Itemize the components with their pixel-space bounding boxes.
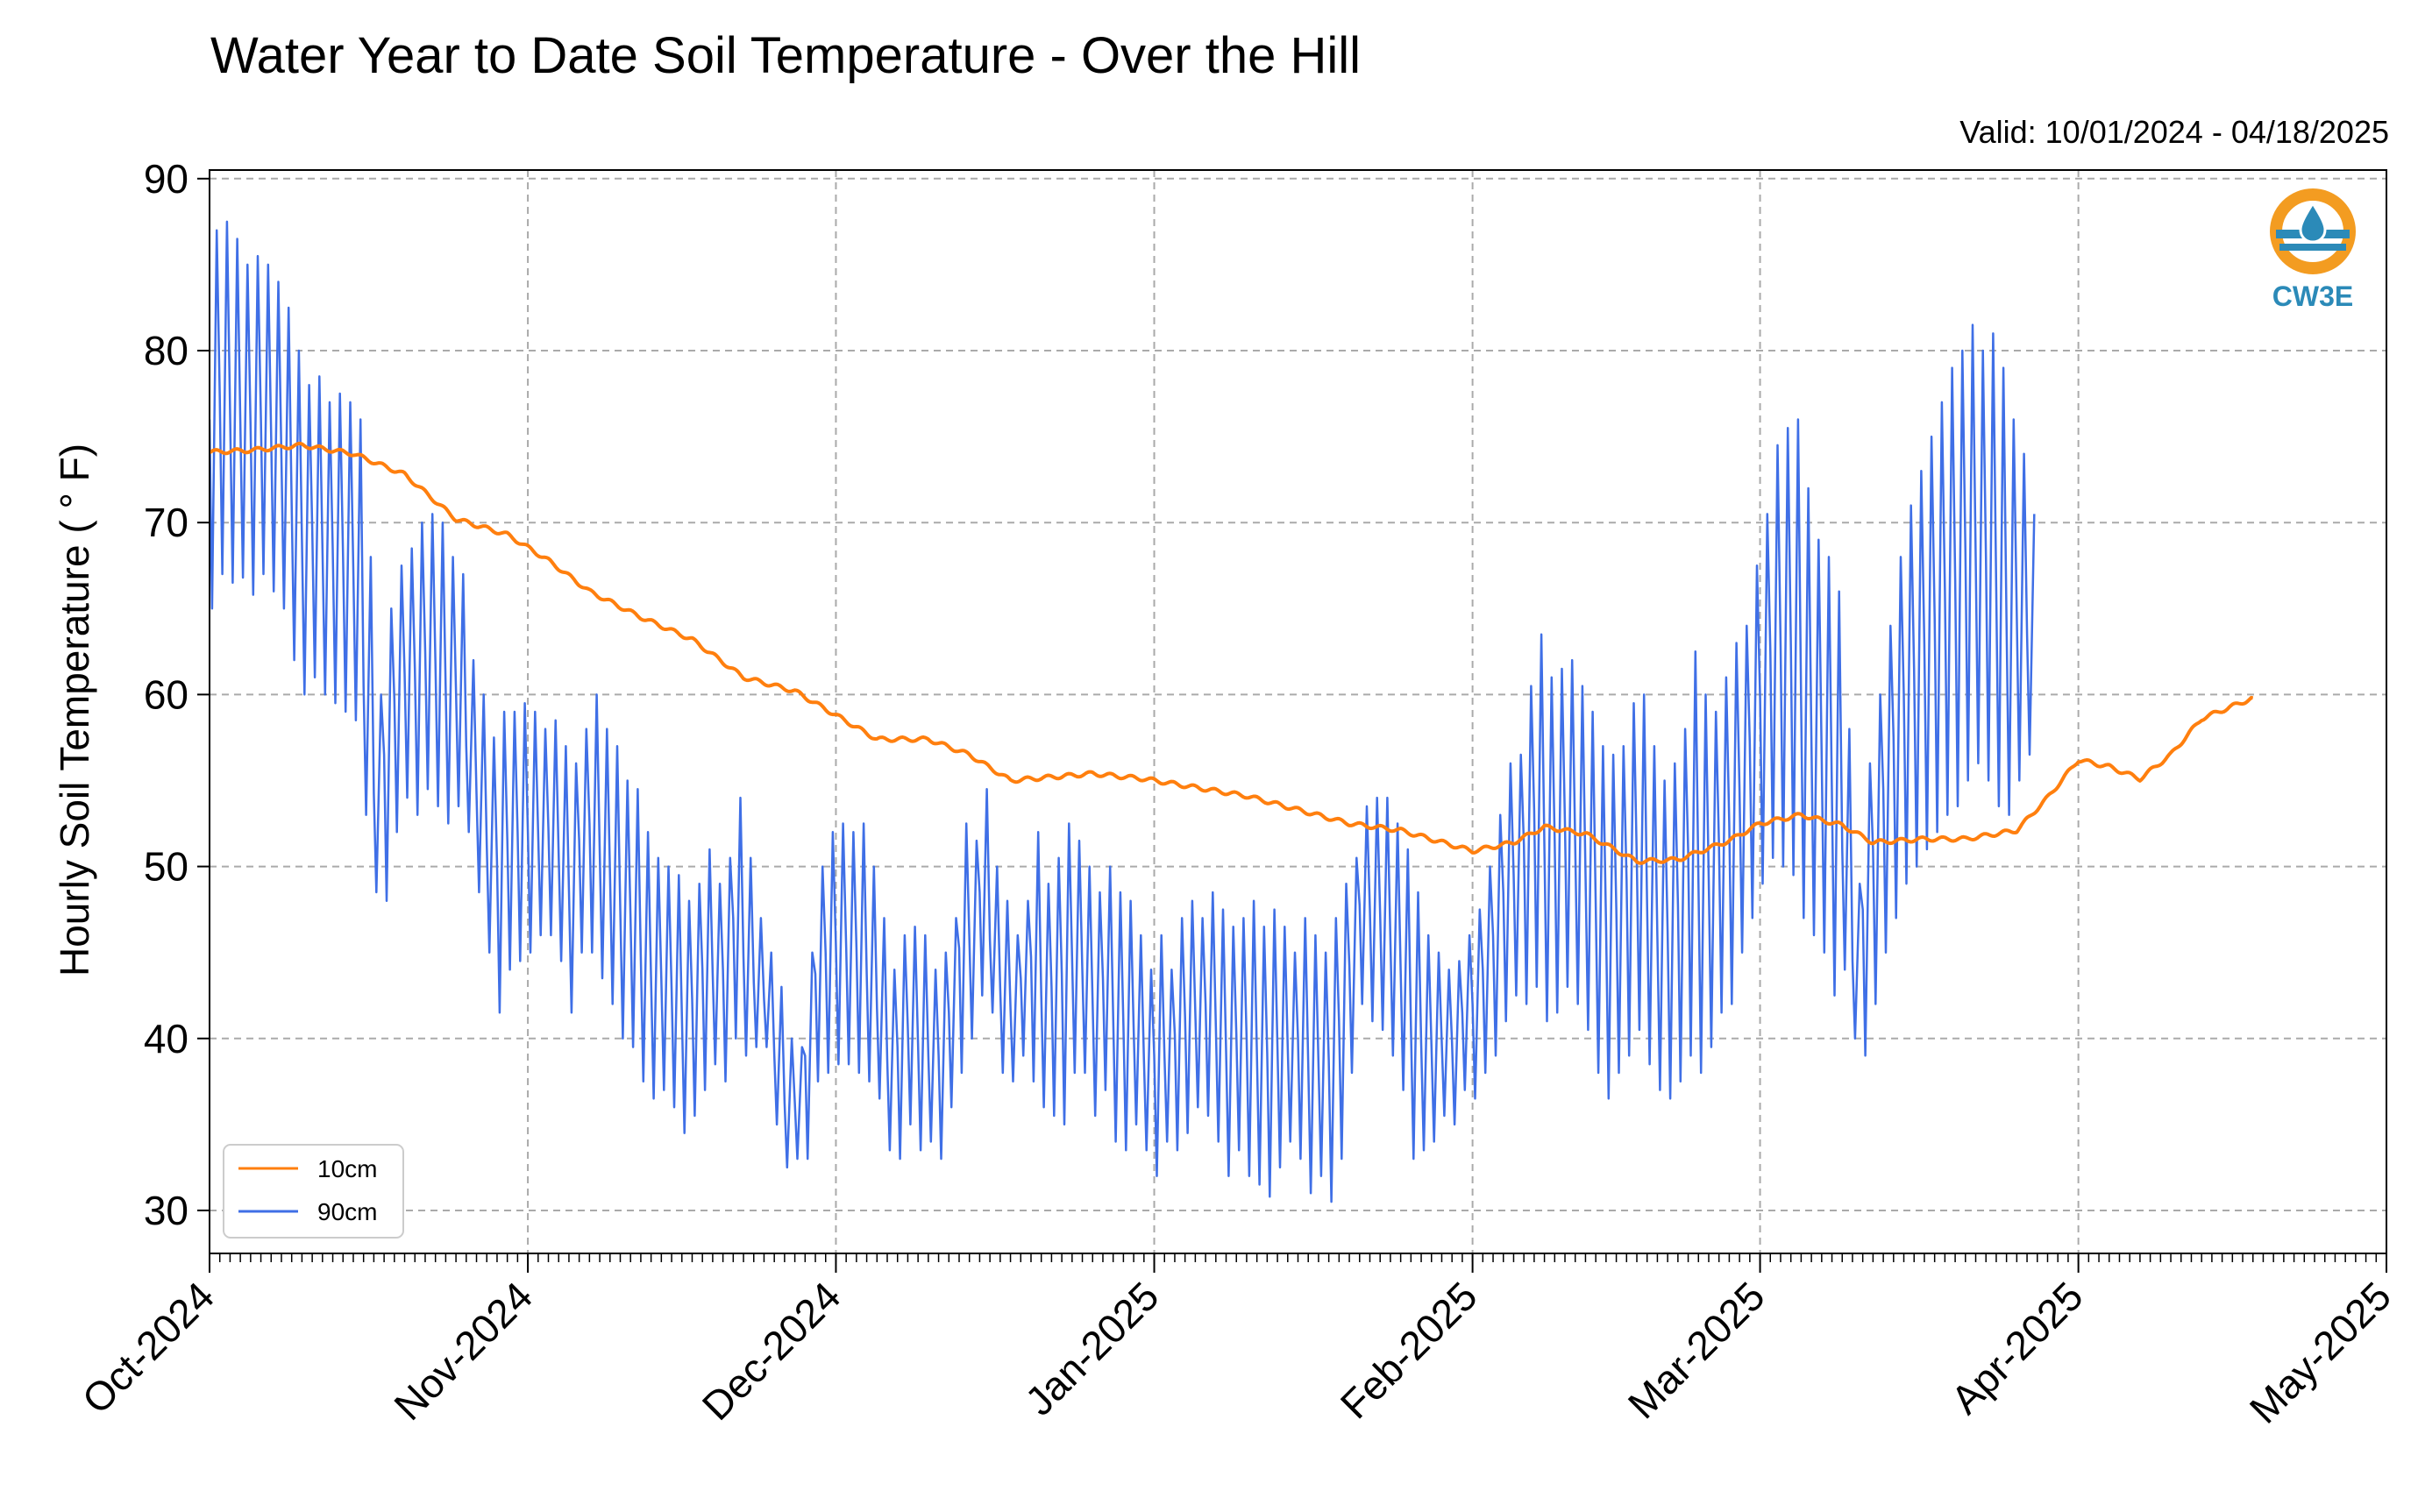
legend: 10cm 90cm xyxy=(223,1144,404,1239)
y-tick-label: 90 xyxy=(144,156,188,202)
x-tick-label: Dec-2024 xyxy=(693,1273,850,1429)
chart-title: Water Year to Date Soil Temperature - Ov… xyxy=(210,27,1362,84)
cw3e-logo xyxy=(2270,188,2356,274)
y-tick-label: 60 xyxy=(144,671,188,717)
series-line-10cm xyxy=(210,441,2254,865)
legend-label-10cm: 10cm xyxy=(317,1155,377,1182)
x-tick-label: Jan-2025 xyxy=(1016,1273,1167,1423)
x-tick-label: Mar-2025 xyxy=(1619,1273,1774,1427)
y-tick-label: 80 xyxy=(144,328,188,373)
series-line-90cm xyxy=(210,220,2036,1203)
logo-wave-band-2 xyxy=(2279,244,2346,251)
valid-date-range: Valid: 10/01/2024 - 04/18/2025 xyxy=(1959,114,2389,150)
legend-label-90cm: 90cm xyxy=(317,1198,377,1225)
x-tick-label: Feb-2025 xyxy=(1332,1273,1486,1427)
y-tick-label: 50 xyxy=(144,844,188,890)
y-tick-label: 70 xyxy=(144,500,188,545)
logo-text: CW3E xyxy=(2272,280,2354,312)
y-tick-label: 40 xyxy=(144,1016,188,1061)
x-tick-label: May-2025 xyxy=(2241,1273,2400,1431)
x-tick-label: Nov-2024 xyxy=(385,1273,541,1429)
series-lines xyxy=(210,220,2254,1203)
y-tick-label: 30 xyxy=(144,1188,188,1233)
x-tick-label: Apr-2025 xyxy=(1942,1273,2092,1423)
water-drop-logo-icon xyxy=(2299,201,2327,244)
grid-lines xyxy=(209,170,2387,1253)
y-axis-label: Hourly Soil Temperature ( ° F) xyxy=(52,443,97,977)
x-tick-label: Oct-2024 xyxy=(74,1273,224,1423)
